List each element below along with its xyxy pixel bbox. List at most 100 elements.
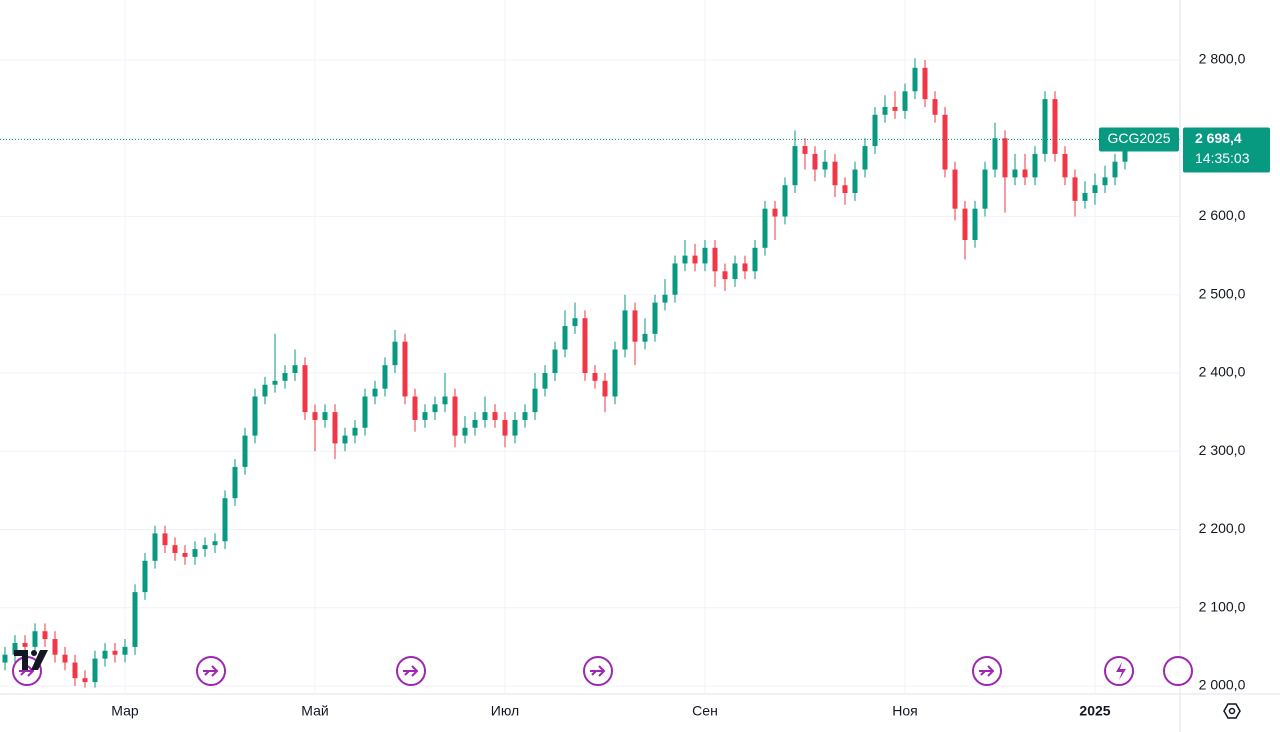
candle-body (112, 650, 118, 655)
candle-body (372, 388, 378, 397)
candle-body (922, 67, 928, 100)
y-tick-label: 2 300,0 (1199, 442, 1246, 458)
candle-body (772, 208, 778, 217)
candle-body (1042, 99, 1048, 154)
y-tick-label: 2 500,0 (1199, 285, 1246, 301)
candle-body (242, 435, 248, 467)
candle-body (882, 106, 888, 115)
candle-body (552, 349, 558, 373)
candle-body (912, 67, 918, 92)
candle-body (172, 545, 178, 553)
event-icons (12, 656, 1193, 686)
candle-body (292, 365, 298, 373)
x-tick-label: Сен (692, 703, 718, 719)
candle-body (512, 419, 518, 436)
event-icon[interactable] (1163, 656, 1193, 686)
candle-body (932, 99, 938, 115)
candle-body (1022, 169, 1028, 178)
candle-body (472, 419, 478, 428)
candle-body (1052, 99, 1058, 154)
candle-body (952, 169, 958, 209)
candles (0, 58, 1180, 688)
candle-body (422, 412, 428, 420)
candle-body (592, 373, 598, 381)
x-tick-label: Ноя (892, 703, 917, 719)
candle-body (1102, 177, 1108, 186)
candle-body (102, 650, 108, 659)
candle-body (572, 318, 578, 327)
candle-body (832, 161, 838, 186)
symbol-label-bg (1099, 127, 1179, 152)
candle-body (992, 138, 998, 170)
candle-body (12, 642, 18, 655)
x-tick-label: Май (301, 703, 328, 719)
candle-body (762, 208, 768, 248)
candle-body (352, 427, 358, 436)
candle-body (862, 146, 868, 170)
candle-body (652, 302, 658, 334)
logo-part (14, 650, 28, 670)
candle-body (622, 310, 628, 350)
last-price-label: 2 698,4 (1195, 130, 1242, 146)
logo-part (31, 650, 48, 670)
candle-body (982, 169, 988, 209)
candle-body (1062, 153, 1068, 178)
candle-body (452, 396, 458, 436)
candle-body (662, 294, 668, 303)
candle-body (52, 639, 58, 655)
y-tick-label: 2 200,0 (1199, 520, 1246, 536)
candle-body (72, 662, 78, 679)
settings-hex[interactable] (1223, 703, 1241, 719)
candle-body (1082, 193, 1088, 201)
candle-body (802, 146, 808, 154)
candle-body (752, 247, 758, 272)
y-tick-label: 2 400,0 (1199, 364, 1246, 380)
event-glyph (979, 665, 995, 677)
candle-body (1112, 161, 1118, 178)
candle-body (1012, 169, 1018, 178)
candle-body (92, 658, 98, 683)
candle-body (432, 404, 438, 413)
y-tick-label: 2 000,0 (1199, 677, 1246, 693)
candle-body (132, 592, 138, 647)
candle-body (482, 412, 488, 420)
candle-body (792, 146, 798, 186)
candle-body (702, 247, 708, 264)
candle-body (142, 560, 148, 593)
candle-body (62, 654, 68, 663)
y-tick-label: 2 100,0 (1199, 598, 1246, 614)
event-glyph (19, 665, 35, 677)
y-tick-label: 2 800,0 (1199, 51, 1246, 67)
event-glyph (403, 665, 419, 677)
x-tick-label: Мар (111, 703, 139, 719)
candle-body (1032, 153, 1038, 178)
candle-body (2, 654, 8, 663)
candle-body (872, 114, 878, 147)
candle-body (842, 185, 848, 194)
candle-body (232, 466, 238, 499)
candle-body (222, 498, 228, 542)
candle-body (312, 412, 318, 420)
candle-body (902, 91, 908, 111)
candle-body (402, 341, 408, 397)
candle-body (82, 678, 88, 683)
candle-body (322, 412, 328, 420)
candle-body (152, 533, 158, 561)
candle-body (22, 642, 28, 647)
y-tick-label: 2 600,0 (1199, 207, 1246, 223)
x-tick-label: Июл (491, 703, 519, 719)
candle-body (972, 208, 978, 240)
candle-body (822, 161, 828, 170)
candle-body (722, 271, 728, 280)
candle-body (672, 263, 678, 295)
candle-body (742, 263, 748, 272)
settings-icon[interactable] (1223, 703, 1241, 719)
event-glyph (203, 665, 219, 677)
symbol-label: GCG2025 (1107, 130, 1170, 146)
candle-body (492, 412, 498, 420)
candle-body (1002, 138, 1008, 178)
candle-body (892, 106, 898, 111)
candle-body (1092, 185, 1098, 194)
